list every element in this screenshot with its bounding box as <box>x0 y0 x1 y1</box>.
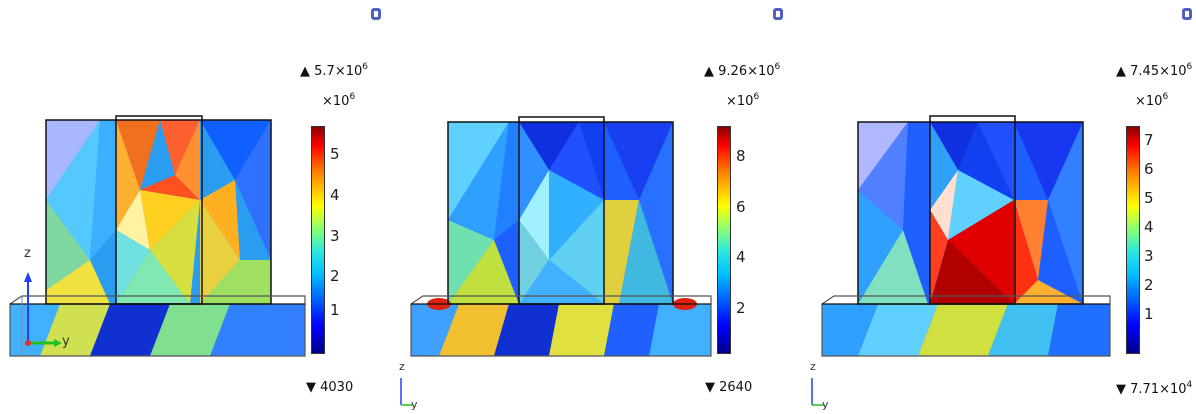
min-label-right: ▼ 7.71×104 <box>1116 380 1193 397</box>
tick-label: 1 <box>330 301 340 319</box>
plot-right <box>811 115 1111 406</box>
tick-label: 4 <box>1144 218 1154 236</box>
tick-label: 2 <box>736 299 746 317</box>
colorbar-left <box>311 126 325 354</box>
axis-label-z: z <box>24 246 31 261</box>
plot-left <box>9 115 306 357</box>
colorbar-right <box>1126 126 1140 354</box>
tick-label: 4 <box>330 186 340 204</box>
tick-label: 3 <box>1144 247 1154 265</box>
tick-label: 3 <box>330 227 340 245</box>
tick-label: 5 <box>1144 189 1154 207</box>
scale-label-right: ×106 <box>1135 92 1169 109</box>
tick-label: 8 <box>736 147 746 165</box>
tick-label: 4 <box>736 248 746 266</box>
axis-label-y: y <box>62 334 70 349</box>
panel-right: z y ▲ 7.45×106 ×106 7 6 5 4 3 2 1 ▼ 7.71… <box>798 0 1196 414</box>
axis-label-y: y <box>411 398 418 411</box>
max-label-middle: ▲ 9.26×106 <box>704 62 781 79</box>
comsol-icon[interactable] <box>371 8 381 20</box>
comsol-icon[interactable] <box>1182 8 1192 20</box>
colorbar-middle <box>717 126 731 354</box>
tick-label: 6 <box>1144 160 1154 178</box>
comsol-icon[interactable] <box>773 8 783 20</box>
tick-label: 2 <box>330 267 340 285</box>
plot-middle <box>400 116 712 406</box>
tick-label: 2 <box>1144 276 1154 294</box>
axis-label-z: z <box>810 360 816 373</box>
panel-middle: z y ▲ 9.26×106 ×106 8 6 4 2 ▼ 2640 <box>399 0 797 414</box>
tick-label: 6 <box>736 198 746 216</box>
axis-label-z: z <box>399 360 405 373</box>
max-label-right: ▲ 7.45×106 <box>1116 62 1193 79</box>
panel-left: z y ▲ 5.7×106 ×106 5 4 3 2 1 ▼ 4030 <box>0 0 398 414</box>
max-label-left: ▲ 5.7×106 <box>300 62 368 79</box>
scale-label-middle: ×106 <box>726 92 760 109</box>
tick-label: 5 <box>330 145 340 163</box>
tick-label: 7 <box>1144 131 1154 149</box>
axis-label-y: y <box>822 398 829 411</box>
min-label-left: ▼ 4030 <box>306 380 354 395</box>
tick-label: 1 <box>1144 305 1154 323</box>
scale-label-left: ×106 <box>322 92 356 109</box>
min-label-middle: ▼ 2640 <box>705 380 753 395</box>
